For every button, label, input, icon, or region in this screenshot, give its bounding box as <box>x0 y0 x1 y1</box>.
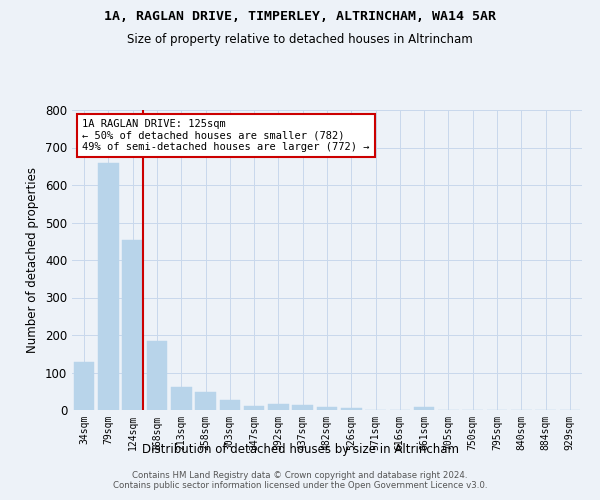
Bar <box>341 408 362 410</box>
Y-axis label: Number of detached properties: Number of detached properties <box>26 167 40 353</box>
Bar <box>268 404 289 410</box>
Bar <box>220 400 240 410</box>
Text: 1A RAGLAN DRIVE: 125sqm
← 50% of detached houses are smaller (782)
49% of semi-d: 1A RAGLAN DRIVE: 125sqm ← 50% of detache… <box>82 119 370 152</box>
Bar <box>292 405 313 410</box>
Bar <box>98 162 119 410</box>
Bar <box>414 407 434 410</box>
Bar <box>171 387 191 410</box>
Bar <box>195 392 216 410</box>
Bar <box>122 240 143 410</box>
Bar <box>74 362 94 410</box>
Text: Size of property relative to detached houses in Altrincham: Size of property relative to detached ho… <box>127 32 473 46</box>
Text: Distribution of detached houses by size in Altrincham: Distribution of detached houses by size … <box>142 442 458 456</box>
Bar <box>244 406 265 410</box>
Bar <box>146 342 167 410</box>
Bar <box>317 407 337 410</box>
Text: Contains HM Land Registry data © Crown copyright and database right 2024.
Contai: Contains HM Land Registry data © Crown c… <box>113 470 487 490</box>
Text: 1A, RAGLAN DRIVE, TIMPERLEY, ALTRINCHAM, WA14 5AR: 1A, RAGLAN DRIVE, TIMPERLEY, ALTRINCHAM,… <box>104 10 496 23</box>
